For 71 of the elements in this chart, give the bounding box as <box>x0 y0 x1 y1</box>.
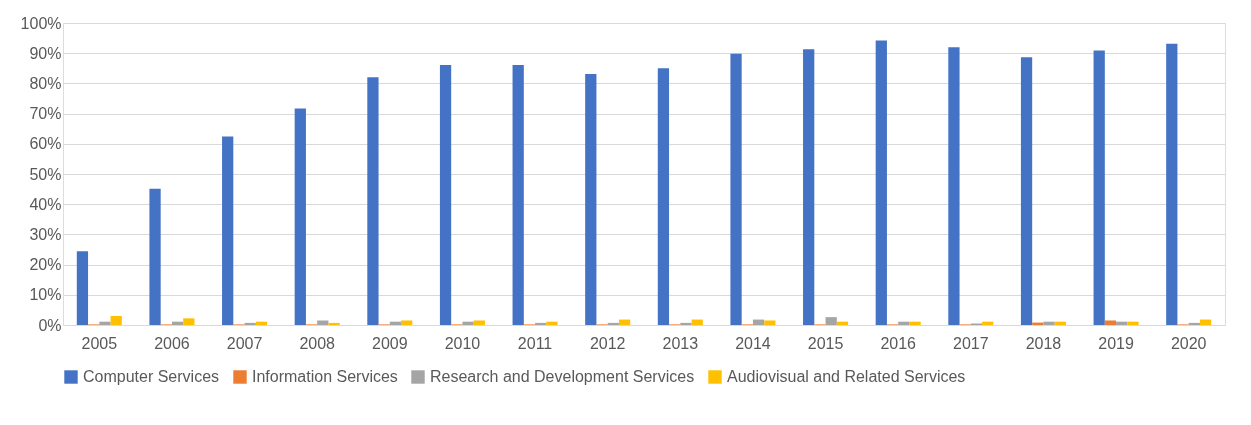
bar <box>183 318 195 325</box>
bar <box>76 251 89 325</box>
bar <box>1188 322 1200 325</box>
y-tick-label: 20% <box>29 256 62 274</box>
bar <box>1199 319 1212 325</box>
bar <box>1093 50 1105 325</box>
x-tick-label: 2012 <box>589 334 626 352</box>
bar <box>691 319 703 325</box>
bar <box>909 321 921 325</box>
x-tick-label: 2019 <box>1098 334 1134 352</box>
x-tick-label: 2005 <box>81 334 118 352</box>
x-tick-label: 2020 <box>1170 334 1207 352</box>
bar <box>535 322 547 325</box>
bar <box>328 322 340 325</box>
x-tick-label: 2007 <box>226 334 263 352</box>
y-tick-label: 60% <box>29 135 62 153</box>
bar <box>1127 321 1139 325</box>
legend-label: Audiovisual and Related Services <box>727 368 966 385</box>
legend-label: Computer Services <box>83 368 220 385</box>
bar <box>546 321 558 325</box>
x-tick-label: 2016 <box>880 334 917 352</box>
x-tick-label: 2010 <box>444 334 481 352</box>
y-tick-label: 10% <box>29 286 62 304</box>
bar <box>473 320 485 325</box>
bar <box>462 321 474 325</box>
bar <box>1166 43 1178 325</box>
bar <box>948 47 960 325</box>
bar <box>752 319 765 325</box>
bar <box>1020 57 1033 325</box>
legend-label: Information Services <box>252 368 398 385</box>
x-tick-label: 2014 <box>735 334 771 352</box>
bar <box>317 320 329 325</box>
x-tick-label: 2008 <box>299 334 336 352</box>
x-tick-label: 2009 <box>372 334 408 352</box>
bar <box>1104 320 1117 325</box>
bar <box>1043 321 1055 325</box>
bar <box>367 77 379 325</box>
bar <box>607 322 619 325</box>
bar <box>294 108 306 325</box>
y-tick-label: 80% <box>29 74 62 92</box>
y-tick-label: 50% <box>29 165 62 183</box>
bar <box>585 74 597 325</box>
bar <box>825 317 837 325</box>
x-tick-label: 2006 <box>154 334 190 352</box>
y-tick-label: 30% <box>29 225 62 243</box>
bar <box>618 319 631 325</box>
bar <box>110 315 122 325</box>
bar <box>875 40 887 325</box>
x-tick-label: 2015 <box>807 334 844 352</box>
bar <box>222 136 234 325</box>
x-tick-label: 2017 <box>953 334 989 352</box>
bar <box>439 64 452 325</box>
bar <box>657 68 670 325</box>
y-tick-label: 100% <box>20 14 62 32</box>
bar <box>149 188 161 325</box>
bar <box>730 53 742 325</box>
bar <box>401 320 413 325</box>
legend-label: Research and Development Services <box>430 368 695 385</box>
bar <box>680 322 692 325</box>
bar <box>764 320 776 325</box>
bar <box>512 64 524 325</box>
bar <box>244 322 256 325</box>
y-tick-label: 0% <box>38 316 62 334</box>
y-tick-label: 40% <box>29 195 62 213</box>
y-tick-label: 90% <box>29 44 62 62</box>
bar <box>99 321 111 325</box>
x-tick-label: 2018 <box>1025 334 1062 352</box>
x-tick-label: 2011 <box>517 334 553 352</box>
y-tick-label: 70% <box>29 105 62 123</box>
bar <box>803 49 815 325</box>
x-tick-label: 2013 <box>662 334 699 352</box>
